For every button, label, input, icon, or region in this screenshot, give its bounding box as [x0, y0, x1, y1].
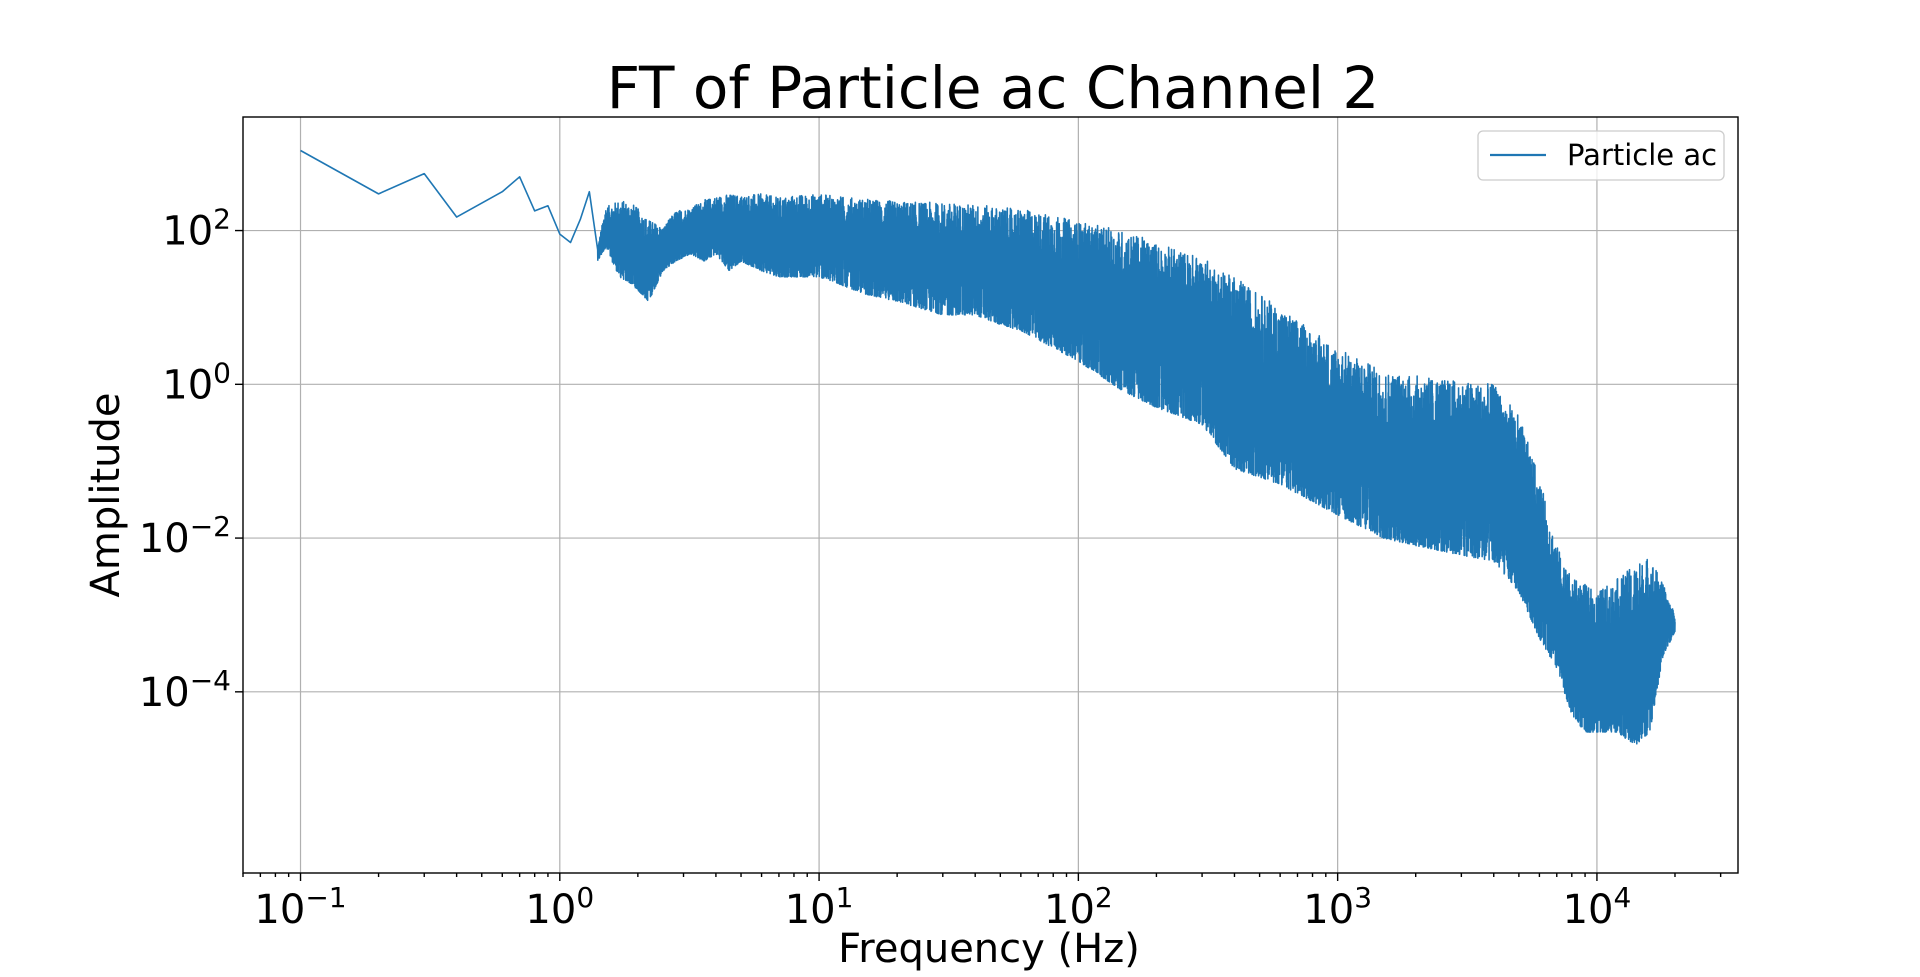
legend-box	[1477, 130, 1725, 181]
chart-title: FT of Particle ac Channel 2	[607, 54, 1380, 122]
x-axis-ticks: 10−1 100 101 102 103 104	[242, 873, 1722, 933]
x-tick-label: 100	[525, 881, 594, 933]
x-tick-label: 103	[1303, 881, 1372, 933]
x-tick-label: 104	[1563, 881, 1632, 933]
y-axis-label: Amplitude	[83, 393, 129, 598]
y-tick-label: 10−2	[139, 510, 231, 562]
legend-label-particle-ac: Particle ac	[1567, 138, 1717, 172]
y-axis-ticks: 102 100 10−2 10−4	[139, 203, 243, 716]
y-tick-label: 10−4	[139, 664, 231, 716]
series-line-particle-ac	[300, 149, 1676, 745]
y-tick-label: 100	[162, 356, 231, 408]
legend: Particle ac	[1477, 130, 1725, 181]
series-layer	[300, 149, 1676, 745]
x-axis-label: Frequency (Hz)	[838, 926, 1140, 972]
x-tick-label: 102	[1044, 881, 1113, 933]
y-tick-label: 102	[162, 203, 231, 255]
x-tick-label: 101	[785, 881, 854, 933]
x-tick-label: 10−1	[254, 881, 346, 933]
plot-frame	[242, 116, 1739, 874]
